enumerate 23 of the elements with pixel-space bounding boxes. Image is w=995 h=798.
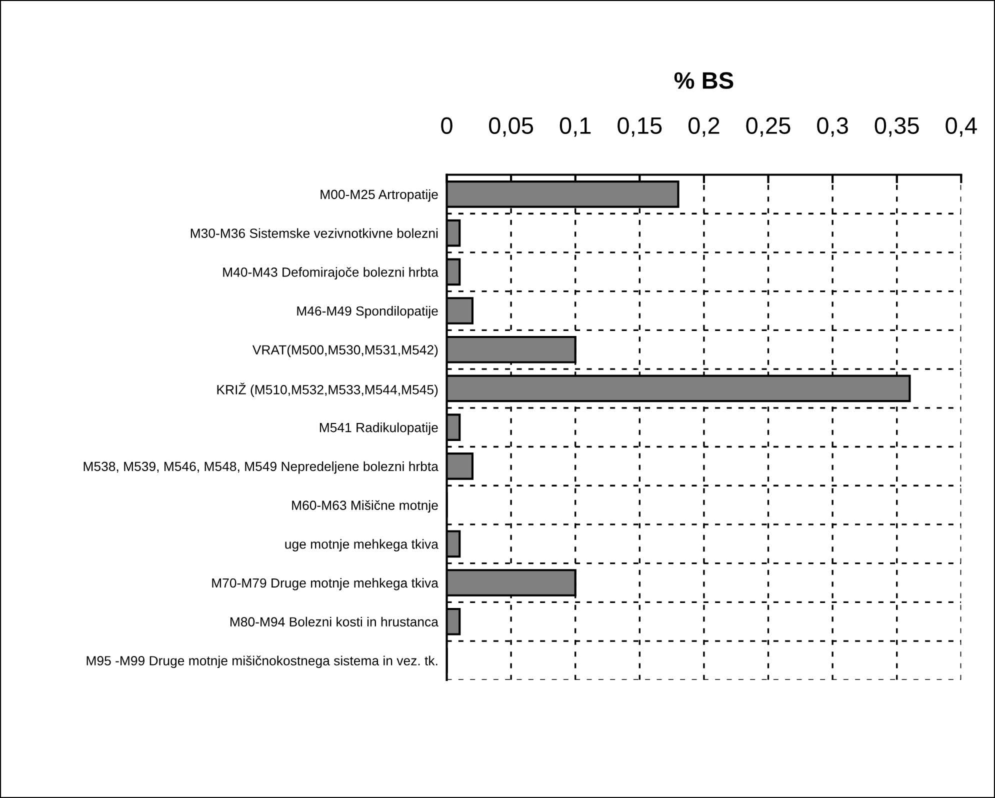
x-tick-label: 0,2 bbox=[688, 117, 720, 137]
y-tick-label: M538, M539, M546, M548, M549 Nepredeljene bolezni hrbta bbox=[84, 461, 438, 474]
chart-title: % BS bbox=[674, 72, 734, 89]
x-tick-label: 0,35 bbox=[874, 117, 919, 137]
y-tick-label: M30-M36 Sistemske vezivnotkivne bolezni bbox=[190, 228, 438, 238]
x-tick-label: 0,15 bbox=[618, 117, 662, 137]
y-tick-label: M40-M43 Defomirajoče bolezni hrbta bbox=[223, 267, 438, 280]
y-tick-label: VRAT(M500,M530,M531,M542) bbox=[252, 344, 438, 358]
x-tick-label: 0,4 bbox=[946, 117, 977, 137]
y-tick-label: M80-M94 Bolezni kosti in hrustanca bbox=[230, 616, 438, 627]
x-tick-label: 0 bbox=[441, 117, 452, 134]
x-tick-label: 0,25 bbox=[746, 117, 790, 137]
x-tick-label: 0,1 bbox=[560, 117, 591, 137]
y-tick-label: M541 Radikulopatije bbox=[320, 422, 438, 435]
y-tick-label: M95 -M99 Druge motnje mišičnokostnega sistema in vez. tk. bbox=[86, 656, 438, 668]
y-tick-label: KRIŽ (M510,M532,M533,M544,M545) bbox=[217, 382, 438, 397]
y-tick-label: M00-M25 Artropatije bbox=[320, 189, 438, 202]
y-tick-label: uge motnje mehkega tkiva bbox=[285, 539, 438, 552]
y-tick-label: M60-M63 Mišične motnje bbox=[292, 500, 438, 513]
x-tick-label: 0,05 bbox=[489, 117, 534, 137]
y-tick-label: M46-M49 Spondilopatije bbox=[297, 306, 438, 318]
y-tick-label: M70-M79 Druge motnje mehkega tkiva bbox=[212, 578, 438, 590]
x-tick-label: 0,3 bbox=[817, 117, 848, 137]
